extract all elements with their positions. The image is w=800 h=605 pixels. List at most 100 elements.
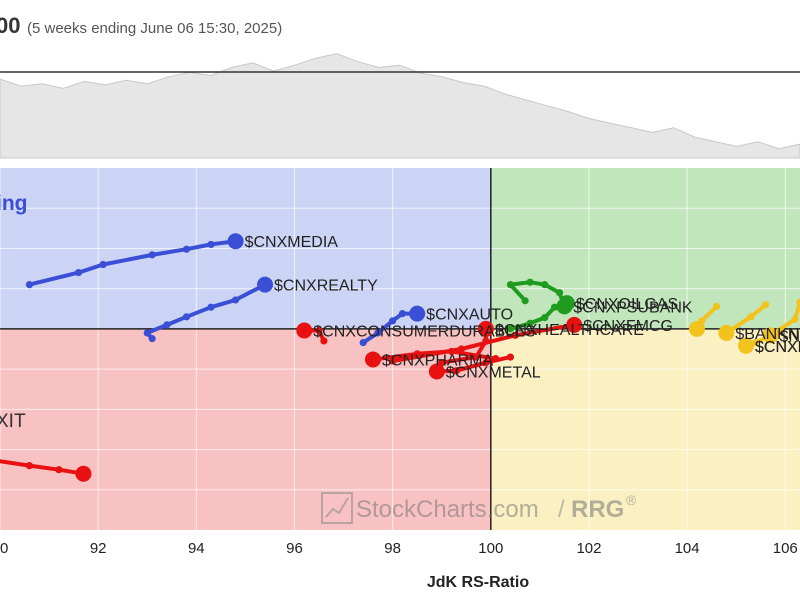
series-tail-point <box>163 321 171 329</box>
series-tail-point <box>25 462 34 470</box>
watermark-separator: / <box>558 496 565 523</box>
series-tail-point <box>791 315 799 323</box>
series-tail-point <box>482 337 490 345</box>
series-label: $BANKNIFTY <box>735 326 800 343</box>
series-tail-point <box>526 278 534 286</box>
series-tail-point <box>374 329 382 337</box>
series-head-point <box>409 305 426 322</box>
x-tick-label: 92 <box>90 540 107 557</box>
series-head-point <box>688 320 705 337</box>
x-tick-label: 94 <box>188 540 205 557</box>
series-tail-point <box>99 260 107 269</box>
series-tail-point <box>398 310 407 318</box>
series-head-point <box>257 276 274 293</box>
series-tail-point <box>25 281 34 289</box>
series-label: $CNXFINANCE <box>755 339 800 356</box>
series-label: $CNXPHARMA <box>382 352 493 369</box>
series-labels: $CNXMEDIA$CNXREALTY$CNXAUTO $CNXPSUBANK$C… <box>245 234 800 381</box>
series-tail-point <box>320 337 328 345</box>
series-tail-point <box>413 350 421 358</box>
center-axes <box>0 168 800 530</box>
series-label: $CNXREALTY <box>274 278 378 295</box>
watermark-logo-line <box>325 497 349 518</box>
series-cnxfinance[interactable] <box>688 302 721 337</box>
series-tail-point <box>231 296 240 304</box>
series-cnxrealty[interactable] <box>143 276 274 343</box>
series-tail-point <box>148 251 156 259</box>
series-tail-point <box>762 301 770 309</box>
series-tail-line <box>434 355 513 374</box>
series-tail-point <box>55 466 63 474</box>
x-tick-label: 90 <box>0 540 8 557</box>
series-tail-point <box>796 298 800 306</box>
series-label: $CNXHEALTHCARE <box>495 322 644 339</box>
series-cnxpriv[interactable] <box>738 326 784 354</box>
series-tail-point <box>541 281 549 289</box>
series-tail-point <box>747 313 755 321</box>
series-head-point <box>75 465 92 482</box>
series-tail-point <box>506 325 515 333</box>
watermark: StockCharts.com / RRG ® <box>321 492 637 524</box>
series-tail-point <box>752 338 760 347</box>
series-tail-point <box>389 357 397 365</box>
watermark-registered: ® <box>626 492 637 508</box>
x-axis-label: JdK RS-Ratio <box>427 574 529 591</box>
series-head-point <box>718 324 735 341</box>
series-label: $CNXF <box>755 339 800 356</box>
header-value: 00 <box>0 13 20 38</box>
weakening-quadrant <box>490 328 800 530</box>
series-label: $NIFTY <box>780 328 800 345</box>
x-tick-label: 98 <box>384 540 401 557</box>
series-head-point <box>227 233 244 250</box>
series-cnxhealthcare[interactable] <box>438 320 494 367</box>
series-tail-point <box>482 359 490 367</box>
series-label: $CNXFMCG <box>583 318 673 335</box>
series-tail-point <box>511 331 519 339</box>
series-tail-point <box>359 338 367 347</box>
series-layer <box>0 233 800 482</box>
series-tail-point <box>148 334 156 343</box>
x-tick-label: 102 <box>576 540 601 557</box>
x-tick-label: 106 <box>773 540 798 557</box>
series-tail-point <box>143 329 151 337</box>
series-tail-point <box>182 313 191 321</box>
x-tick-label: 100 <box>478 540 503 557</box>
series-head-point <box>566 316 583 333</box>
lagging-label: XIT <box>0 411 26 432</box>
series-tail-point <box>447 347 456 356</box>
series-head-point <box>738 337 755 354</box>
series-tail-point <box>472 353 480 361</box>
series-tail-point <box>521 297 529 305</box>
series-tail-point <box>555 289 564 297</box>
series-head-point <box>428 363 445 380</box>
watermark-product: RRG <box>571 496 624 523</box>
series-cnxconsumerdurables[interactable] <box>296 322 328 345</box>
lagging-quadrant <box>0 328 491 530</box>
series-head-point <box>477 320 494 337</box>
series-cnxit[interactable] <box>0 454 92 482</box>
x-axis-ticks: 90 92 94 96 98 100 102 104 106 <box>0 540 798 557</box>
series-label: $CNXMETAL <box>446 365 541 382</box>
header-subtitle: (5 weeks ending June 06 15:30, 2025) <box>27 20 282 37</box>
series-banknifty[interactable] <box>718 301 770 341</box>
series-cnxoilgas[interactable] <box>506 295 575 333</box>
benchmark-panel <box>0 42 800 159</box>
x-tick-label: 104 <box>675 540 700 557</box>
series-tail-point <box>315 326 323 335</box>
x-tick-label: 96 <box>286 540 303 557</box>
series-tail-point <box>506 353 515 361</box>
watermark-brand: StockCharts.com <box>356 496 539 523</box>
watermark-logo-icon <box>321 492 353 524</box>
improving-label: ing <box>0 192 28 215</box>
series-label: $CNXCONSUMERDURABLES <box>313 323 535 340</box>
series-cnxmedia[interactable] <box>25 233 244 289</box>
series-tail-point <box>526 319 534 327</box>
series-tail-point <box>74 268 83 277</box>
series-head-point <box>365 351 382 368</box>
series-tail-point <box>776 326 784 335</box>
series-tail-point <box>541 314 549 322</box>
series-tail-point <box>207 240 215 249</box>
series-cnxauto[interactable] <box>359 305 426 347</box>
series-cnxmetal[interactable] <box>428 353 515 380</box>
